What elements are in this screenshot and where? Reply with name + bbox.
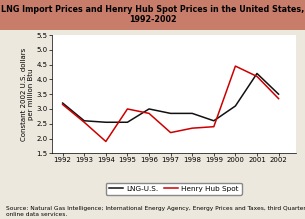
Henry Hub Spot (126, 108, 129, 110)
LNG-U.S. (234, 105, 237, 107)
Text: LNG Import Prices and Henry Hub Spot Prices in the United States, 1992-2002: LNG Import Prices and Henry Hub Spot Pri… (1, 5, 304, 25)
LNG-U.S. (255, 72, 259, 75)
LNG-U.S. (169, 112, 172, 115)
Henry Hub Spot (169, 131, 172, 134)
Y-axis label: Constant 2002 U.S. dollars
per million Btu: Constant 2002 U.S. dollars per million B… (21, 48, 34, 141)
Text: Source: Natural Gas Intelligence; International Energy Agency, Energy Prices and: Source: Natural Gas Intelligence; Intern… (6, 206, 305, 217)
Henry Hub Spot (212, 125, 216, 128)
Henry Hub Spot (234, 65, 237, 67)
Line: Henry Hub Spot: Henry Hub Spot (63, 66, 278, 141)
LNG-U.S. (147, 108, 151, 110)
Henry Hub Spot (61, 103, 64, 106)
Henry Hub Spot (147, 112, 151, 115)
LNG-U.S. (190, 112, 194, 115)
Henry Hub Spot (255, 75, 259, 78)
LNG-U.S. (82, 120, 86, 122)
Legend: LNG-U.S., Henry Hub Spot: LNG-U.S., Henry Hub Spot (106, 183, 242, 195)
Line: LNG-U.S.: LNG-U.S. (63, 73, 278, 122)
Henry Hub Spot (104, 140, 108, 143)
Henry Hub Spot (190, 127, 194, 129)
LNG-U.S. (212, 120, 216, 122)
LNG-U.S. (126, 121, 129, 124)
LNG-U.S. (61, 102, 64, 104)
LNG-U.S. (104, 121, 108, 124)
LNG-U.S. (277, 93, 280, 95)
Henry Hub Spot (82, 121, 86, 124)
Henry Hub Spot (277, 97, 280, 100)
